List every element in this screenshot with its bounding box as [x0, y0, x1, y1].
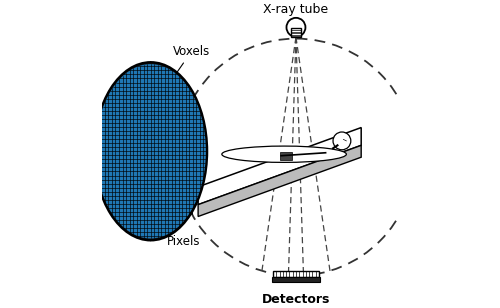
- Ellipse shape: [128, 128, 147, 157]
- Ellipse shape: [158, 128, 176, 157]
- Circle shape: [333, 132, 351, 150]
- Ellipse shape: [94, 62, 207, 240]
- Ellipse shape: [222, 146, 346, 162]
- Bar: [273, 271, 319, 277]
- Ellipse shape: [150, 159, 158, 168]
- Polygon shape: [198, 145, 361, 217]
- Ellipse shape: [146, 133, 162, 152]
- Text: X-ray tube: X-ray tube: [264, 3, 328, 16]
- Ellipse shape: [171, 115, 202, 188]
- Bar: [272, 277, 320, 282]
- Text: Pixels: Pixels: [164, 220, 200, 248]
- Text: Voxels: Voxels: [170, 45, 210, 82]
- Text: Detectors: Detectors: [262, 293, 330, 306]
- Ellipse shape: [114, 91, 188, 206]
- Ellipse shape: [96, 64, 206, 238]
- Bar: [291, 28, 300, 37]
- Circle shape: [286, 18, 306, 37]
- Polygon shape: [198, 128, 361, 205]
- Bar: [280, 152, 291, 160]
- Polygon shape: [150, 62, 186, 240]
